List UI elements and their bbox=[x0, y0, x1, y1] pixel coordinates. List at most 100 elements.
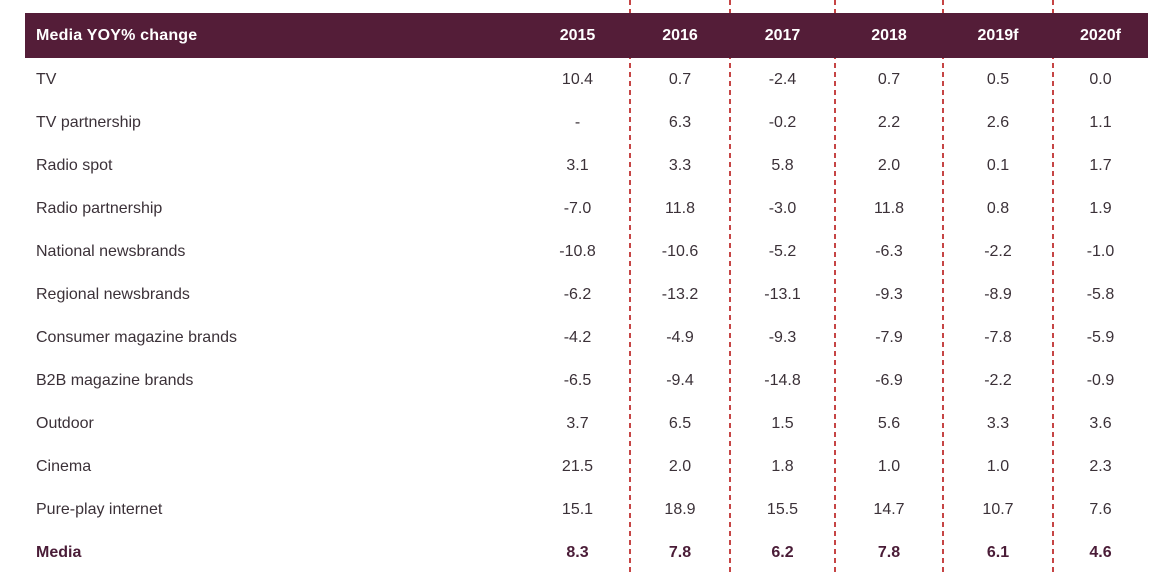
cell-value: 21.5 bbox=[561, 457, 594, 475]
row-label: Radio spot bbox=[36, 156, 113, 174]
cell-value: 0.7 bbox=[668, 70, 692, 88]
column-divider bbox=[942, 0, 944, 573]
year-header-2017: 2017 bbox=[730, 13, 835, 58]
cell-value: 8.3 bbox=[566, 543, 589, 561]
cell-value: -8.9 bbox=[984, 285, 1012, 303]
row-label: Pure-play internet bbox=[36, 500, 163, 518]
cell-value: 1.8 bbox=[771, 457, 794, 475]
table-body: TV 10.4 0.7 -2.4 0.7 0.5 0.0 TV partners… bbox=[25, 58, 1148, 573]
row-label: Radio partnership bbox=[36, 199, 163, 217]
year-header-2019f: 2019f bbox=[943, 13, 1053, 58]
cell-value: -9.3 bbox=[768, 328, 797, 346]
cell-value: 2.0 bbox=[877, 156, 901, 174]
cell-value: -9.3 bbox=[875, 285, 903, 303]
year-header-2016: 2016 bbox=[630, 13, 730, 58]
cell-value: -2.2 bbox=[984, 371, 1012, 389]
cell-value: -7.0 bbox=[563, 199, 592, 217]
cell-value: 2.3 bbox=[1089, 457, 1112, 475]
table-row: Radio spot 3.1 3.3 5.8 2.0 0.1 1.7 bbox=[25, 144, 1148, 187]
cell-value: 1.5 bbox=[771, 414, 794, 432]
table-row: Consumer magazine brands -4.2 -4.9 -9.3 … bbox=[25, 316, 1148, 359]
cell-value: 1.0 bbox=[986, 457, 1010, 475]
cell-value: -5.9 bbox=[1086, 328, 1115, 346]
cell-value: -10.8 bbox=[559, 242, 596, 260]
column-divider bbox=[729, 0, 731, 573]
cell-value: 3.7 bbox=[566, 414, 589, 432]
table-row: Outdoor 3.7 6.5 1.5 5.6 3.3 3.6 bbox=[25, 402, 1148, 445]
row-label: Consumer magazine brands bbox=[36, 328, 237, 346]
cell-value: 3.3 bbox=[986, 414, 1010, 432]
row-label: Cinema bbox=[36, 457, 92, 475]
cell-value: 7.6 bbox=[1089, 500, 1112, 518]
cell-value: 3.6 bbox=[1089, 414, 1112, 432]
cell-value: 2.2 bbox=[877, 113, 901, 131]
column-divider bbox=[834, 0, 836, 573]
cell-value: 1.1 bbox=[1089, 113, 1112, 131]
cell-value: -9.4 bbox=[666, 371, 694, 389]
cell-value: 6.2 bbox=[771, 543, 794, 561]
cell-value: -7.9 bbox=[875, 328, 903, 346]
table-row: Regional newsbrands -6.2 -13.2 -13.1 -9.… bbox=[25, 273, 1148, 316]
row-label: B2B magazine brands bbox=[36, 371, 194, 389]
cell-value: -2.4 bbox=[768, 70, 797, 88]
cell-value: 1.7 bbox=[1089, 156, 1112, 174]
row-label: TV bbox=[36, 70, 57, 88]
row-label: National newsbrands bbox=[36, 242, 186, 260]
cell-value: 6.1 bbox=[986, 543, 1010, 561]
row-label: Media bbox=[36, 543, 82, 561]
cell-value: -1.0 bbox=[1086, 242, 1115, 260]
cell-value: 15.5 bbox=[766, 500, 799, 518]
cell-value: -7.8 bbox=[984, 328, 1012, 346]
cell-value: 2.0 bbox=[668, 457, 692, 475]
row-label: Regional newsbrands bbox=[36, 285, 190, 303]
table-title: Media YOY% change bbox=[25, 13, 525, 58]
cell-value: 11.8 bbox=[874, 199, 904, 217]
year-header-2015: 2015 bbox=[525, 13, 630, 58]
table-row: TV 10.4 0.7 -2.4 0.7 0.5 0.0 bbox=[25, 58, 1148, 101]
cell-value: 10.7 bbox=[982, 500, 1014, 518]
cell-value: -6.2 bbox=[563, 285, 592, 303]
cell-value: -5.8 bbox=[1086, 285, 1115, 303]
cell-value: -3.0 bbox=[768, 199, 797, 217]
column-divider bbox=[1052, 0, 1054, 573]
cell-value: 5.8 bbox=[771, 156, 794, 174]
cell-value: -13.1 bbox=[764, 285, 801, 303]
column-divider bbox=[629, 0, 631, 573]
table-row: Cinema 21.5 2.0 1.8 1.0 1.0 2.3 bbox=[25, 445, 1148, 488]
cell-value: -4.9 bbox=[666, 328, 694, 346]
media-yoy-table: Media YOY% change 2015 2016 2017 2018 20… bbox=[25, 13, 1148, 573]
table-row: B2B magazine brands -6.5 -9.4 -14.8 -6.9… bbox=[25, 359, 1148, 402]
cell-value: -14.8 bbox=[764, 371, 801, 389]
row-label: TV partnership bbox=[36, 113, 141, 131]
cell-value: 14.7 bbox=[873, 500, 905, 518]
year-header-2018: 2018 bbox=[835, 13, 943, 58]
cell-value: 3.1 bbox=[566, 156, 589, 174]
table-row: TV partnership - 6.3 -0.2 2.2 2.6 1.1 bbox=[25, 101, 1148, 144]
cell-value: 6.3 bbox=[668, 113, 692, 131]
cell-value: 1.0 bbox=[877, 457, 901, 475]
year-header-2020f: 2020f bbox=[1053, 13, 1148, 58]
table-row: National newsbrands -10.8 -10.6 -5.2 -6.… bbox=[25, 230, 1148, 273]
cell-value: 4.6 bbox=[1089, 543, 1112, 561]
cell-value: 2.6 bbox=[986, 113, 1010, 131]
cell-value: 3.3 bbox=[668, 156, 692, 174]
cell-value: -0.2 bbox=[768, 113, 797, 131]
cell-value: 6.5 bbox=[668, 414, 692, 432]
cell-value: - bbox=[574, 113, 581, 131]
cell-value: 10.4 bbox=[561, 70, 594, 88]
table-row: Pure-play internet 15.1 18.9 15.5 14.7 1… bbox=[25, 488, 1148, 531]
cell-value: -10.6 bbox=[661, 242, 699, 260]
cell-value: 11.8 bbox=[665, 199, 695, 217]
cell-value: -2.2 bbox=[984, 242, 1012, 260]
cell-value: -6.9 bbox=[875, 371, 903, 389]
cell-value: 0.1 bbox=[986, 156, 1010, 174]
cell-value: 0.8 bbox=[986, 199, 1010, 217]
total-row: Media 8.3 7.8 6.2 7.8 6.1 4.6 bbox=[25, 531, 1148, 573]
cell-value: 0.5 bbox=[986, 70, 1010, 88]
cell-value: 0.0 bbox=[1089, 70, 1112, 88]
cell-value: 0.7 bbox=[877, 70, 901, 88]
cell-value: 5.6 bbox=[877, 414, 901, 432]
cell-value: -5.2 bbox=[768, 242, 797, 260]
cell-value: 7.8 bbox=[668, 543, 692, 561]
